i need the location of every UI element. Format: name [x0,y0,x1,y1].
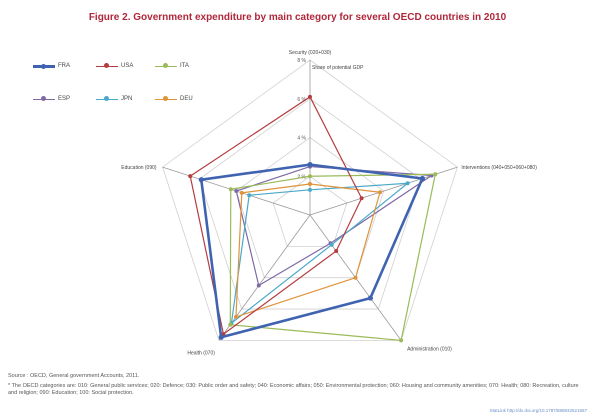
point-jpn-3 [329,242,334,247]
point-usa-2 [359,196,364,201]
point-fra-2 [419,175,426,182]
legend-swatch-ita [155,63,177,68]
series-line-jpn [230,182,409,324]
legend-item-esp: ESP [33,96,70,103]
legend-label-esp: ESP [58,96,71,102]
series-ita [228,172,438,343]
point-fra-4 [218,334,224,340]
axis-spoke-4 [218,214,311,341]
point-ita-5 [228,187,233,192]
legend-label-ita: ITA [180,63,189,69]
chart-title: Figure 2. Government expenditure by main… [88,12,507,23]
point-esp-5 [234,189,239,194]
share-annotation: Share of potential GDP [312,65,364,71]
legend-label-jpn: JPN [121,96,133,102]
legend-swatch-esp [33,96,55,101]
series-usa [188,94,364,337]
point-jpn-1 [308,187,312,192]
footnote: * The OECD categories are: 010: General … [8,383,579,396]
point-ita-4 [228,322,233,327]
grid-ring-3 [198,98,422,310]
point-usa-5 [188,174,193,179]
radar-grid [162,59,458,341]
grid-ring-1 [272,175,348,247]
point-deu-5 [239,190,244,195]
point-usa-3 [334,249,339,254]
radar-axis-labels: Security (020+030) Interventions (040+050… [121,50,537,356]
point-ita-3 [399,338,404,343]
point-ita-1 [308,174,312,179]
point-fra-5 [198,177,204,183]
series-line-esp [235,165,433,287]
axis-label-4: Health (070) [187,350,215,356]
legend-swatch-fra [33,63,55,69]
point-ita-2 [433,172,438,177]
radar-tick-labels: 2 %4 %6 %8 % [297,58,306,180]
axis-label-2: Interventions (040+050+060+080) [461,165,537,171]
tick-label-2: 4 % [297,136,306,142]
series-line-fra [199,163,424,339]
point-esp-4 [256,283,261,288]
series-line-usa [189,96,363,335]
grid-ring-2 [235,137,385,279]
legend-label-deu: DEU [180,96,193,102]
series-deu [233,182,383,319]
grid-ring-4 [162,59,458,341]
radar-series [188,94,438,343]
legend-item-ita: ITA [155,63,189,70]
legend-item-deu: DEU [155,96,193,103]
legend-swatch-deu [155,96,177,101]
point-usa-1 [308,94,312,99]
legend-swatch-jpn [96,96,118,101]
axis-label-3: Administration (010) [407,346,452,352]
legend-item-fra: FRA [33,63,70,70]
legend-label-usa: USA [121,63,134,69]
legend-item-jpn: JPN [96,96,132,103]
point-fra-1 [307,162,313,168]
series-fra [198,162,426,340]
axis-label-1: Security (020+030) [289,50,332,56]
tick-label-3: 6 % [297,97,306,103]
statlink[interactable]: StatLink http://dx.doi.org/10.1787/88893… [489,408,587,413]
series-line-deu [235,183,381,318]
point-jpn-5 [247,193,252,198]
point-deu-4 [233,314,238,319]
legend-label-fra: FRA [58,63,70,69]
legend-swatch-usa [96,63,118,68]
tick-label-4: 8 % [297,58,306,64]
series-line-ita [229,173,436,341]
point-deu-2 [378,190,383,195]
point-deu-1 [308,182,312,186]
point-fra-3 [367,295,373,301]
legend-item-usa: USA [96,63,133,70]
point-jpn-2 [405,181,410,186]
axis-label-5: Education (090) [121,165,157,171]
source-note: Source : OECD, General government Accoun… [8,373,140,379]
point-deu-3 [353,275,358,280]
